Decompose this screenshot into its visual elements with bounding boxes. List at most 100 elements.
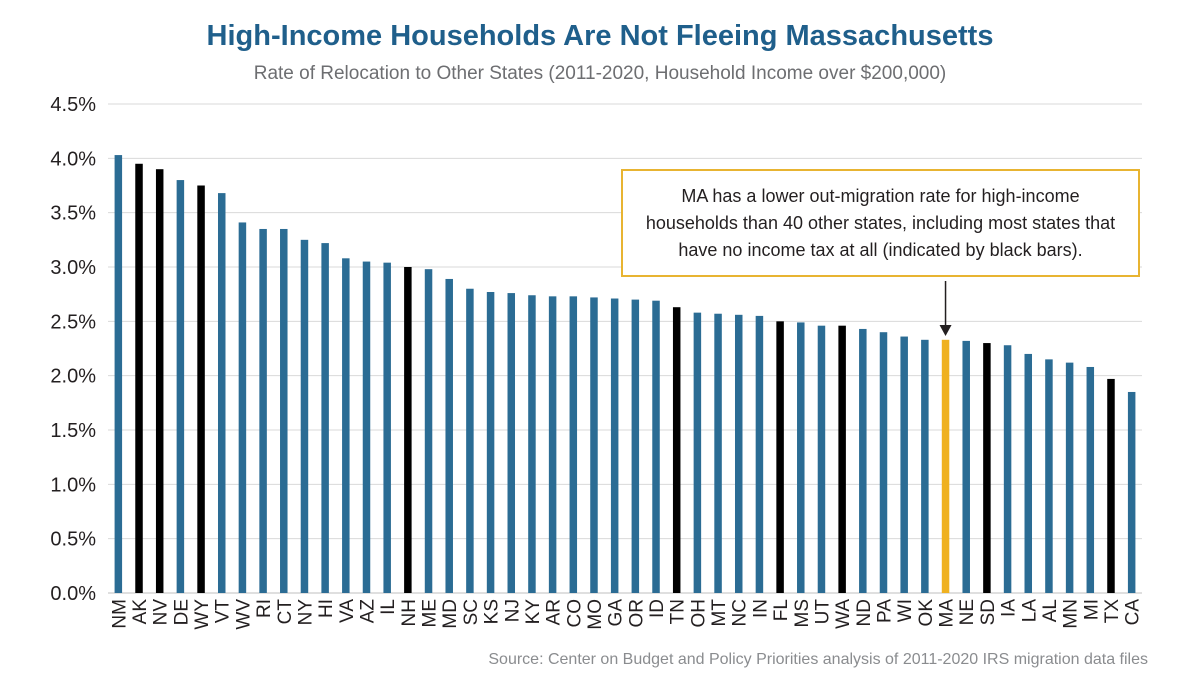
bar-wv [238,222,247,594]
bar-nh [404,267,412,593]
bar-mo [590,297,598,593]
x-tick-label: GA [606,599,627,627]
chart-subtitle: Rate of Relocation to Other States (2011… [253,63,947,84]
bar-ar [548,296,557,593]
bar-ne [962,340,970,593]
x-tick-label: HI [316,599,337,618]
x-tick-label: WA [833,599,854,629]
bar-il [383,262,391,593]
bar-ct [280,228,288,593]
x-tick-label: IL [378,599,399,615]
x-tick-label: ID [647,599,668,618]
bar-vt [217,193,226,593]
bar-sd [983,343,991,593]
bar-tx [1107,378,1115,593]
x-tick-label: WI [895,599,916,622]
y-axis-tick-labels: 0.0% 0.5% 1.0% 1.5% 2.0% 2.5% 3.0% 3.5% 4.0% 4.5% [50,94,96,605]
x-tick-label: ME [420,599,441,628]
arrow-head [939,325,952,336]
bar-nv [155,169,164,593]
bars [114,155,1136,594]
bar-sc [466,288,474,593]
bar-nm [114,155,123,593]
x-tick-label: IA [999,599,1020,617]
bar-ut [817,325,826,593]
y-tick-label: 1.5% [50,420,96,442]
x-tick-label: TN [668,599,689,624]
bar-tn [672,307,681,593]
bar-wa [838,325,846,593]
bar-ga [610,298,619,593]
bar-ms [797,322,805,593]
x-tick-label: NY [295,599,316,626]
source-note: Source: Center on Budget and Policy Prio… [488,651,1148,668]
bar-nc [734,314,743,593]
x-tick-label: WV [233,599,254,630]
x-tick-label: SC [461,599,482,625]
x-tick-label: MO [585,599,606,630]
y-tick-label: 4.0% [50,148,96,170]
y-tick-label: 0.0% [50,583,96,605]
bar-hi [321,243,329,594]
x-tick-label: DE [171,599,192,625]
bar-mt [714,313,722,593]
x-tick-label: AZ [358,599,379,624]
y-tick-label: 4.5% [50,94,96,116]
x-tick-label: TX [1102,599,1123,624]
x-tick-label: AK [130,599,151,625]
x-tick-label: AL [1040,599,1061,622]
x-tick-label: MT [709,599,730,627]
x-tick-label: NH [399,599,420,626]
x-tick-label: AR [544,599,565,625]
x-tick-label: OK [916,599,937,627]
x-tick-label: NC [730,599,751,626]
bar-ca [1127,391,1136,593]
y-tick-label: 2.0% [50,366,96,388]
callout-annotation: MA has a lower out-migration rate for hi… [621,169,1140,277]
bar-mi [1086,366,1095,593]
x-tick-label: OR [626,599,647,628]
bar-nj [507,293,516,593]
bar-ok [921,339,929,593]
x-tick-label: IN [750,599,771,618]
callout-arrow [939,281,952,336]
x-tick-label: NJ [502,599,523,622]
bar-pa [879,332,888,593]
bar-id [652,300,660,593]
bar-de [176,180,185,594]
chart-title: High-Income Households Are Not Fleeing M… [206,20,994,52]
x-tick-label: RI [254,599,275,618]
x-tick-label: CA [1123,599,1144,626]
x-tick-label: NE [957,599,978,625]
bar-mn [1065,362,1074,593]
bar-or [631,299,640,593]
x-tick-label: NV [151,599,172,626]
y-tick-label: 3.5% [50,203,96,225]
x-tick-label: LA [1019,599,1040,623]
bar-ny [300,239,309,594]
y-tick-label: 0.5% [50,529,96,551]
x-tick-label: SD [978,599,999,625]
x-tick-label: CO [564,599,585,628]
y-tick-label: 2.5% [50,311,96,333]
bar-co [569,296,578,593]
x-tick-label: NM [109,599,130,629]
x-tick-label: MN [1061,599,1082,629]
bar-me [424,269,433,593]
x-tick-label: CT [275,599,296,625]
x-tick-label: ND [854,599,875,626]
bar-ri [259,228,267,593]
bar-al [1045,359,1053,593]
bar-az [362,261,371,593]
y-tick-label: 1.0% [50,474,96,496]
x-tick-label: FL [771,599,792,621]
x-tick-label: KS [482,599,503,624]
x-axis-tick-labels: NM AK NV DE WY VT WV RI CT NY HI VA AZ IL NH ME MD SC KS NJ… [109,599,1143,630]
y-tick-label: 3.0% [50,257,96,279]
bar-ia [1003,345,1012,593]
bar-ks [486,291,495,593]
x-tick-label: WY [192,599,213,630]
bar-ma [941,339,950,593]
bar-va [342,258,350,593]
